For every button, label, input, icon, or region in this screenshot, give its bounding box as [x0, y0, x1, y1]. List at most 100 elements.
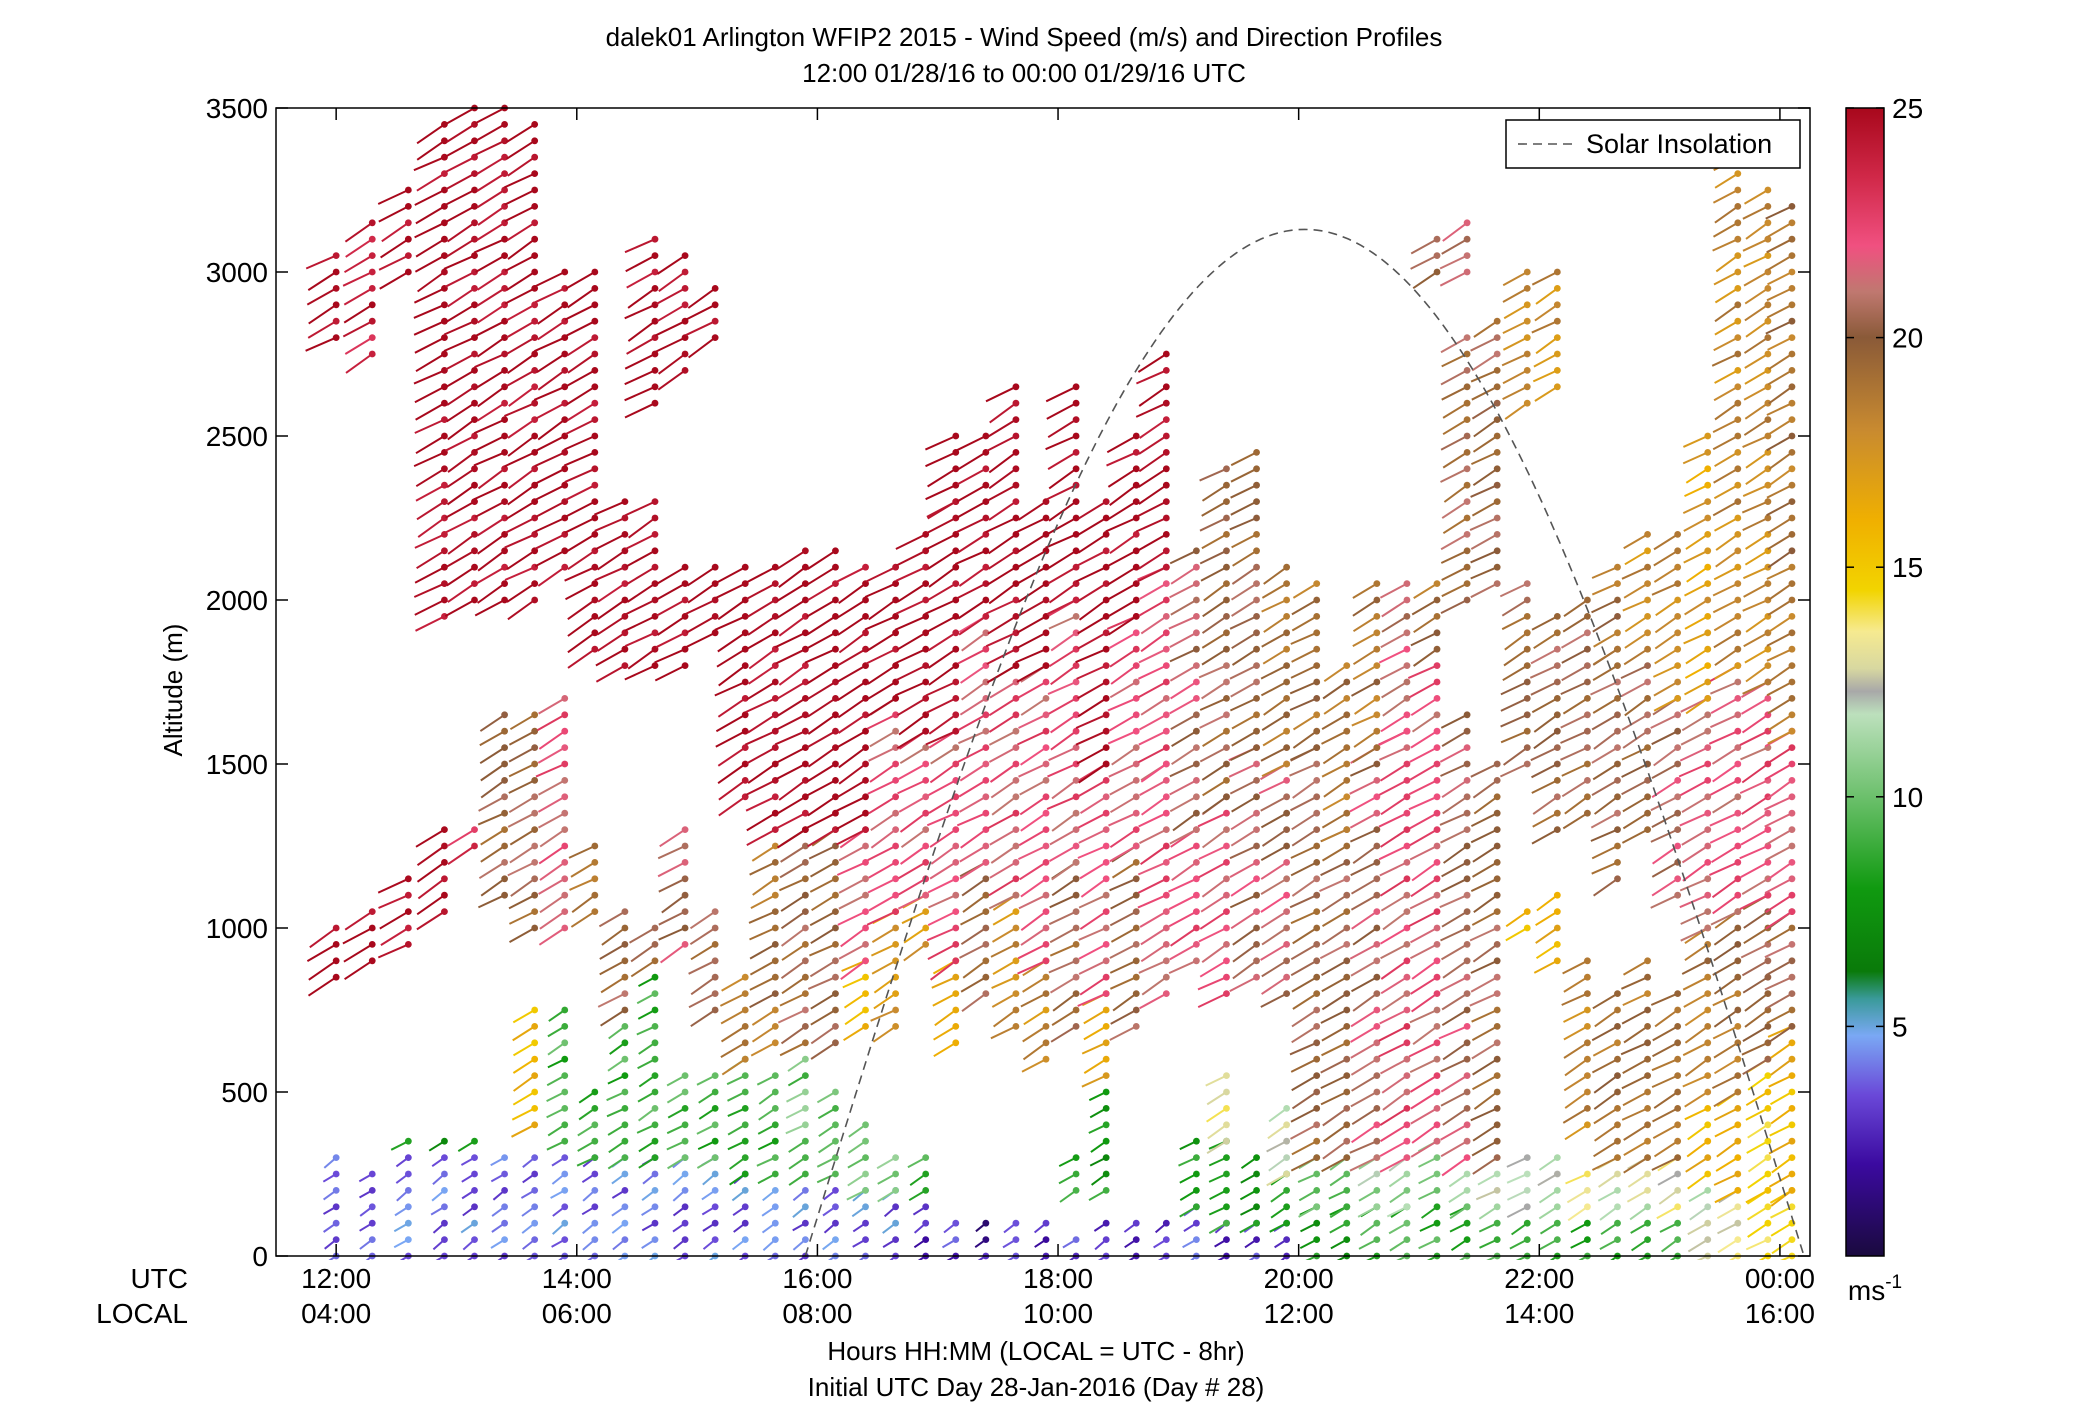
colorbar-bar: [1845, 107, 1885, 1257]
barb-dot: [711, 1088, 719, 1096]
barb-dot: [1433, 875, 1441, 883]
barb-staff: [721, 976, 746, 992]
barb-staff: [1230, 877, 1258, 897]
barb-staff: [1378, 779, 1408, 796]
barb-dot: [892, 760, 900, 768]
barb-staff: [506, 353, 536, 375]
barb-dot: [1102, 990, 1110, 997]
barb-staff: [960, 664, 987, 684]
barb-staff: [714, 615, 746, 631]
barb-dot: [1343, 809, 1351, 817]
barb-staff: [1321, 976, 1348, 993]
barb-staff: [1229, 517, 1257, 531]
barb-staff: [536, 353, 566, 374]
barb-dot: [1788, 596, 1796, 604]
barb-staff: [993, 1009, 1017, 1028]
barb-dot: [1584, 711, 1591, 719]
barb-staff: [926, 812, 957, 827]
barb-dot: [1193, 826, 1200, 833]
barb-dot: [1253, 1187, 1260, 1194]
barb-staff: [506, 549, 536, 571]
barb-dot: [1644, 1203, 1651, 1211]
barb-dot: [1704, 498, 1712, 505]
barb-dot: [591, 498, 599, 505]
barb-dot: [741, 629, 749, 637]
barb-staff: [1045, 533, 1077, 549]
barb-dot: [1042, 809, 1050, 817]
barb-staff: [717, 697, 746, 718]
barb-dot: [1788, 432, 1796, 440]
barb-dot: [1072, 613, 1080, 620]
barb-staff: [1138, 730, 1167, 746]
barb-staff: [714, 582, 746, 600]
barb-staff: [1197, 976, 1227, 991]
barb-dot: [771, 629, 779, 637]
barb-dot: [1674, 596, 1682, 604]
barb-dot: [1463, 235, 1471, 243]
barb-dot: [1493, 1088, 1501, 1096]
barb-dot: [1162, 481, 1170, 489]
barb-staff: [933, 1025, 957, 1041]
barb-staff: [1357, 1173, 1378, 1187]
barb-dot: [621, 1170, 629, 1178]
barb-dot: [1373, 613, 1381, 620]
barb-staff: [1169, 549, 1197, 565]
barb-dot: [1584, 727, 1591, 735]
barb-staff: [446, 402, 476, 423]
barb-staff: [1231, 566, 1258, 585]
barb-staff: [748, 664, 776, 685]
barb-staff: [1016, 615, 1047, 634]
barb-dot: [1704, 1088, 1712, 1096]
barb-dot: [1223, 744, 1230, 751]
barb-dot: [1433, 1023, 1441, 1030]
barb-dot: [1584, 645, 1591, 653]
barb-dot: [952, 613, 960, 620]
barb-dot: [832, 1137, 839, 1145]
barb-dot: [441, 137, 448, 145]
barb-dot: [1764, 1023, 1772, 1030]
barb-dot: [1193, 777, 1200, 784]
barb-dot: [441, 432, 448, 440]
barb-staff: [504, 205, 536, 223]
barb-dot: [952, 465, 960, 473]
barb-staff: [956, 582, 987, 600]
barb-staff: [960, 976, 987, 993]
barb-staff: [960, 828, 987, 849]
barb-staff: [444, 189, 475, 206]
barb-staff: [804, 648, 836, 664]
barb-dot: [1704, 924, 1712, 932]
barb-staff: [1351, 910, 1378, 930]
barb-staff: [1379, 861, 1408, 877]
barb-staff: [896, 631, 927, 651]
barb-dot: [1553, 285, 1561, 292]
barb-staff: [961, 877, 987, 897]
barb-dot: [771, 842, 779, 850]
barb-staff: [1440, 713, 1468, 729]
barb-dot: [952, 859, 960, 866]
barb-staff: [925, 484, 957, 501]
barb-dot: [862, 891, 869, 899]
barb-staff: [872, 1025, 897, 1043]
barb-dot: [1012, 1219, 1020, 1227]
barb-dot: [561, 399, 569, 407]
barb-dot: [1523, 1154, 1531, 1161]
barb-dot: [1764, 1072, 1772, 1079]
barb-dot: [531, 1039, 539, 1047]
barb-dot: [1253, 908, 1260, 915]
barb-dot: [531, 891, 539, 899]
barb-dot: [1553, 711, 1561, 719]
barb-staff: [866, 681, 897, 701]
barb-dot: [1734, 334, 1742, 341]
barb-dot: [1403, 645, 1411, 653]
barb-dot: [531, 268, 539, 276]
barb-dot: [1553, 957, 1561, 965]
barb-dot: [1193, 596, 1200, 604]
barb-dot: [651, 941, 659, 948]
barb-dot: [1042, 1055, 1050, 1063]
barb-staff: [1266, 1140, 1288, 1153]
barb-dot: [771, 613, 779, 620]
barb-dot: [471, 481, 478, 489]
barb-dot: [501, 153, 508, 161]
barb-staff: [654, 648, 686, 664]
barb-dot: [711, 301, 719, 309]
